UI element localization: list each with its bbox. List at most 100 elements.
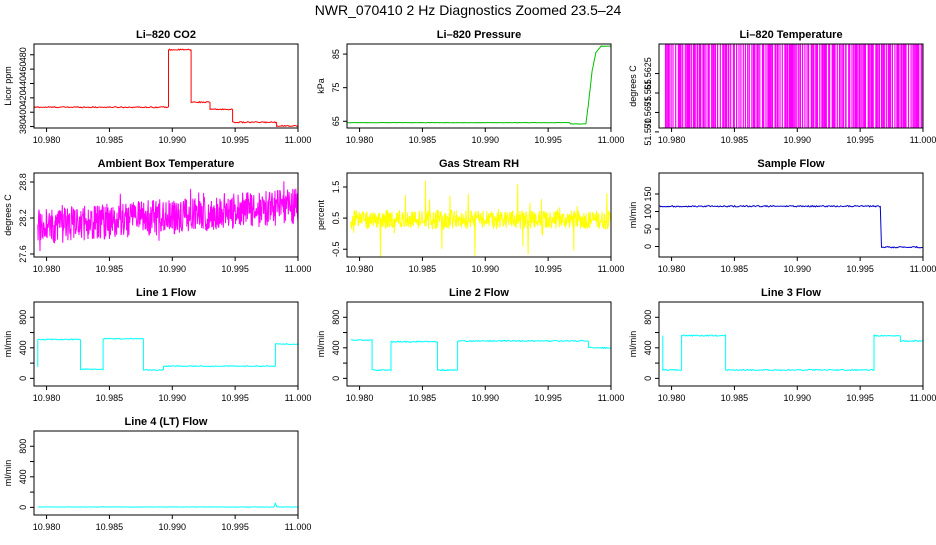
x-tick-label: 10.985 bbox=[721, 264, 749, 274]
panel-title: Ambient Box Temperature bbox=[98, 158, 235, 170]
plot-frame bbox=[658, 172, 924, 258]
y-tick-label: 51.565 bbox=[643, 79, 653, 107]
series-line-2 bbox=[168, 48, 192, 108]
series-line-1 bbox=[34, 106, 169, 109]
plot-frame bbox=[346, 172, 612, 258]
y-axis-label: ml/min bbox=[628, 202, 638, 229]
x-tick-label: 10.985 bbox=[409, 393, 437, 403]
x-tick-label: 10.985 bbox=[409, 135, 437, 145]
plot-frame bbox=[658, 43, 924, 129]
x-tick-label: 10.985 bbox=[721, 135, 749, 145]
x-tick-label: 10.990 bbox=[472, 264, 500, 274]
x-tick-label: 10.980 bbox=[346, 393, 374, 403]
panel-7: Line 1 Flow ml/min 10.980 10.985 10.990 10.99… bbox=[3, 287, 311, 403]
series-line-1 bbox=[659, 204, 923, 249]
y-tick-label: 27.6 bbox=[18, 245, 28, 263]
x-tick-label: 11.000 bbox=[285, 264, 312, 274]
y-axis-label: ml/min bbox=[3, 331, 13, 358]
panel-title: Sample Flow bbox=[757, 158, 825, 170]
x-tick-label: 10.980 bbox=[33, 264, 61, 274]
x-tick-label: 10.980 bbox=[346, 264, 374, 274]
panel-5: Gas Stream RH percent 10.980 10.985 10.990 10… bbox=[316, 158, 624, 274]
y-tick-label: 51.570 bbox=[643, 118, 653, 146]
panel-3: Li–820 Temperature degrees C 10.980 10.985 1… bbox=[628, 29, 936, 146]
series-line-1 bbox=[37, 337, 298, 371]
x-tick-label: 10.990 bbox=[159, 522, 187, 532]
x-tick-label: 10.985 bbox=[96, 264, 124, 274]
x-tick-label: 11.000 bbox=[598, 264, 625, 274]
series-line-4 bbox=[209, 102, 233, 111]
series-line-5 bbox=[232, 109, 277, 124]
panel-title: Gas Stream RH bbox=[439, 158, 519, 170]
y-tick-label: 400 bbox=[331, 340, 341, 355]
y-axis-label: Licor ppm bbox=[3, 66, 13, 106]
y-axis-label: percent bbox=[316, 199, 326, 230]
x-tick-label: 10.995 bbox=[221, 522, 249, 532]
panels: Li–820 CO2 Licor ppm 10.980 10.985 10.990 10.… bbox=[3, 29, 936, 532]
x-tick-label: 10.995 bbox=[221, 393, 249, 403]
series bbox=[662, 333, 923, 372]
y-tick-label: 28.8 bbox=[18, 173, 28, 191]
panel-title: Line 2 Flow bbox=[449, 287, 509, 299]
x-tick-label: 10.995 bbox=[534, 393, 562, 403]
x-tick-label: 10.980 bbox=[658, 135, 686, 145]
y-tick-label: 0 bbox=[643, 376, 653, 381]
y-tick-label: 440 bbox=[18, 76, 28, 91]
series-line-3 bbox=[190, 49, 211, 104]
y-tick-label: 65 bbox=[331, 116, 341, 126]
x-tick-label: 11.000 bbox=[910, 135, 936, 145]
x-tick-label: 10.985 bbox=[721, 393, 749, 403]
plot-frame bbox=[33, 430, 299, 516]
y-axis-label: ml/min bbox=[628, 331, 638, 358]
y-tick-label: 75 bbox=[331, 83, 341, 93]
x-tick-label: 10.985 bbox=[96, 522, 124, 532]
plot-frame bbox=[346, 301, 612, 387]
y-tick-label: 800 bbox=[18, 439, 28, 454]
x-tick-label: 10.990 bbox=[472, 393, 500, 403]
x-tick-label: 10.995 bbox=[221, 264, 249, 274]
x-tick-label: 10.990 bbox=[784, 135, 812, 145]
y-axis-label: degrees C bbox=[628, 65, 638, 107]
y-tick-label: 28.2 bbox=[18, 209, 28, 227]
y-tick-label: 400 bbox=[18, 469, 28, 484]
y-tick-label: 380 bbox=[18, 119, 28, 134]
panel-2: Li–820 Pressure kPa 10.980 10.985 10.990 10.9… bbox=[316, 29, 624, 145]
series-line-6 bbox=[276, 122, 298, 128]
y-tick-label: 0 bbox=[18, 376, 28, 381]
x-tick-label: 11.000 bbox=[598, 393, 625, 403]
series-line-1 bbox=[350, 338, 611, 372]
series bbox=[659, 204, 923, 249]
plot-frame bbox=[346, 43, 612, 129]
plot-frame bbox=[33, 301, 299, 387]
y-tick-label: 400 bbox=[643, 340, 653, 355]
y-axis-label: ml/min bbox=[316, 331, 326, 358]
x-tick-label: 11.000 bbox=[598, 135, 625, 145]
x-tick-label: 10.990 bbox=[784, 393, 812, 403]
y-tick-label: 0 bbox=[643, 244, 653, 249]
y-tick-label: 0.5 bbox=[331, 212, 341, 225]
x-tick-label: 10.995 bbox=[846, 135, 874, 145]
series bbox=[37, 502, 298, 508]
x-tick-label: 10.985 bbox=[409, 264, 437, 274]
series bbox=[37, 181, 298, 252]
panel-title: Li–820 Pressure bbox=[437, 29, 521, 41]
y-tick-label: 1.5 bbox=[331, 181, 341, 194]
series bbox=[350, 338, 611, 372]
panel-4: Ambient Box Temperature degrees C 10.980 10… bbox=[3, 158, 311, 274]
y-axis-label: ml/min bbox=[3, 460, 13, 487]
x-tick-label: 10.990 bbox=[472, 135, 500, 145]
series-line bbox=[37, 181, 298, 252]
y-tick-label: 0 bbox=[331, 376, 341, 381]
x-tick-label: 11.000 bbox=[285, 393, 312, 403]
y-tick-label: 420 bbox=[18, 90, 28, 105]
x-tick-label: 10.995 bbox=[846, 393, 874, 403]
series-line-1 bbox=[347, 121, 586, 125]
y-tick-label: 100 bbox=[643, 204, 653, 219]
panel-title: Line 4 (LT) Flow bbox=[125, 416, 208, 428]
y-tick-label: 150 bbox=[643, 186, 653, 201]
x-tick-label: 10.995 bbox=[846, 264, 874, 274]
series bbox=[662, 44, 923, 128]
y-tick-label: 50 bbox=[643, 224, 653, 234]
